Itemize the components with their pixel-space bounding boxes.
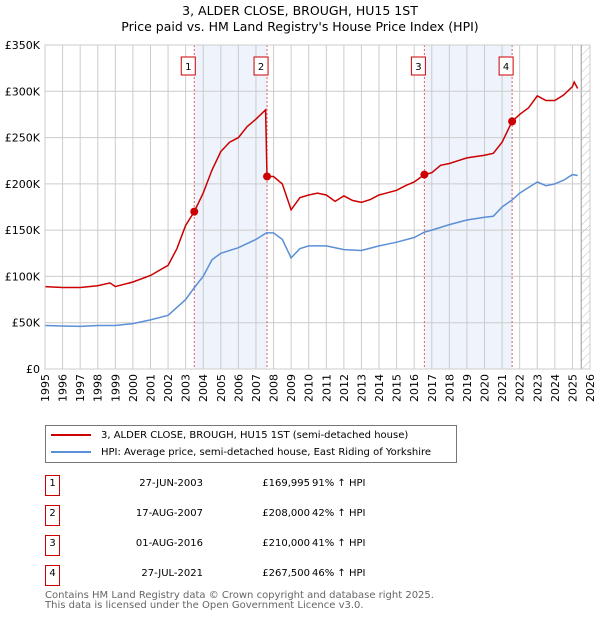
x-tick-label: 1996 (57, 374, 70, 402)
x-tick-label: 2008 (268, 374, 281, 402)
x-tick-label: 2006 (232, 374, 245, 402)
x-tick-label: 2005 (215, 374, 228, 402)
transaction-price: £208,000 (262, 508, 310, 519)
x-tick-label: 1995 (39, 374, 52, 402)
y-tick-label: £50K (12, 317, 41, 330)
transaction-price: £210,000 (262, 538, 310, 549)
sale-label: 4 (503, 62, 509, 73)
x-tick-label: 2011 (320, 374, 333, 402)
shaded-range (424, 45, 513, 369)
x-tick-label: 2000 (127, 374, 140, 402)
transaction-number: 4 (45, 565, 60, 586)
x-tick-label: 2020 (479, 374, 492, 402)
sale-point (508, 117, 517, 126)
sale-label-box (498, 56, 514, 76)
x-tick-label: 2023 (531, 374, 544, 402)
legend-item-property: 3, ALDER CLOSE, BROUGH, HU15 1ST (semi-d… (51, 427, 408, 443)
transaction-date: 27-JUL-2021 (141, 568, 203, 579)
transaction-hpi: 46% ↑ HPI (312, 568, 366, 579)
x-tick-label: 2025 (566, 374, 579, 402)
x-tick-label: 2021 (496, 374, 509, 402)
x-tick-label: 1997 (74, 374, 87, 402)
chart-subtitle: Price paid vs. HM Land Registry's House … (121, 19, 479, 34)
x-tick-label: 2009 (285, 374, 298, 402)
y-tick-label: £350K (5, 39, 41, 52)
transaction-hpi: 91% ↑ HPI (312, 478, 366, 489)
transaction-number: 1 (45, 475, 60, 496)
footer-line: Contains HM Land Registry data © Crown c… (45, 590, 434, 601)
transaction-date: 27-JUN-2003 (139, 478, 203, 489)
x-tick-label: 2013 (355, 374, 368, 402)
x-tick-label: 2024 (549, 374, 562, 402)
legend-label: HPI: Average price, semi-detached house,… (101, 446, 432, 458)
sale-point (190, 207, 199, 216)
x-tick-label: 1999 (109, 374, 122, 402)
x-tick-label: 2003 (180, 374, 193, 402)
transaction-row: 2 17-AUG-2007 £208,000 42% ↑ HPI (45, 505, 545, 526)
sale-label-box (253, 56, 269, 76)
x-tick-label: 2026 (584, 374, 597, 402)
plot-border (44, 44, 591, 370)
x-tick-label: 2019 (461, 374, 474, 402)
transaction-row: 3 01-AUG-2016 £210,000 41% ↑ HPI (45, 535, 545, 556)
y-tick-label: £200K (5, 178, 41, 191)
x-tick-label: 2004 (197, 374, 210, 402)
x-tick-label: 2018 (443, 374, 456, 402)
transaction-number: 2 (45, 505, 60, 526)
footer: Contains HM Land Registry data © Crown c… (45, 591, 434, 611)
x-tick-label: 2002 (162, 374, 175, 402)
sale-label-box (410, 56, 426, 76)
legend-swatch-blue (51, 451, 91, 453)
sale-label-box (180, 56, 196, 76)
x-tick-label: 1998 (92, 374, 105, 402)
y-tick-label: £0 (26, 363, 40, 376)
x-tick-label: 2015 (391, 374, 404, 402)
x-tick-label: 2017 (426, 374, 439, 402)
x-tick-label: 2007 (250, 374, 263, 402)
y-tick-label: £150K (5, 224, 41, 237)
legend-item-hpi: HPI: Average price, semi-detached house,… (51, 444, 431, 460)
legend-label: 3, ALDER CLOSE, BROUGH, HU15 1ST (semi-d… (101, 429, 409, 441)
sale-label: 1 (185, 62, 191, 73)
y-tick-label: £100K (5, 270, 41, 283)
legend: 3, ALDER CLOSE, BROUGH, HU15 1ST (semi-d… (45, 425, 457, 463)
chart-title: 3, ALDER CLOSE, BROUGH, HU15 1ST (182, 3, 418, 18)
transaction-price: £267,500 (262, 568, 310, 579)
sale-label: 2 (258, 62, 264, 73)
x-tick-label: 2022 (514, 374, 527, 402)
transaction-row: 1 27-JUN-2003 £169,995 91% ↑ HPI (45, 475, 545, 496)
sale-point (263, 172, 272, 181)
transaction-hpi: 41% ↑ HPI (312, 538, 366, 549)
x-tick-label: 2016 (408, 374, 421, 402)
x-tick-label: 2001 (144, 374, 157, 402)
transaction-price: £169,995 (262, 478, 310, 489)
sale-point (420, 170, 429, 179)
forecast-hatch (581, 45, 590, 369)
x-tick-label: 2012 (338, 374, 351, 402)
transaction-hpi: 42% ↑ HPI (312, 508, 366, 519)
shaded-range (194, 45, 268, 369)
transaction-date: 17-AUG-2007 (135, 508, 203, 519)
transaction-row: 4 27-JUL-2021 £267,500 46% ↑ HPI (45, 565, 545, 586)
transaction-date: 01-AUG-2016 (135, 538, 203, 549)
hpi-line (44, 173, 578, 328)
x-tick-label: 2014 (373, 374, 386, 402)
legend-swatch-red (51, 434, 91, 436)
x-tick-label: 2010 (303, 374, 316, 402)
y-tick-label: £250K (5, 132, 41, 145)
price-chart: 1995 1996 1997 1998 1999 2000 2001 2002 2003 2004… (5, 39, 597, 402)
sale-label: 3 (415, 62, 421, 73)
y-tick-label: £300K (5, 85, 41, 98)
transaction-number: 3 (45, 535, 60, 556)
footer-line: This data is licensed under the Open Gov… (45, 600, 364, 611)
